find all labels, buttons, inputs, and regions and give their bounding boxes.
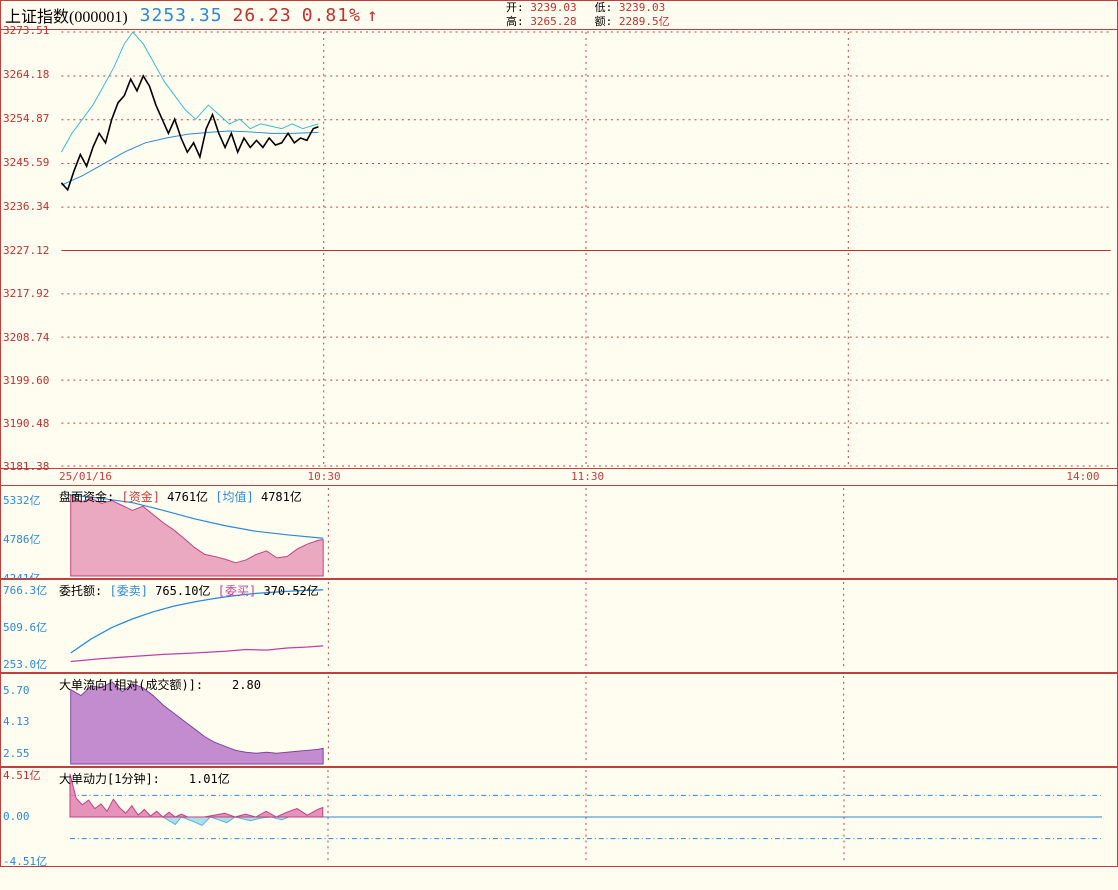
y-tick-label: 3217.92 xyxy=(3,287,49,300)
order-panel[interactable]: 委托额: [委卖] 765.10亿 [委买] 370.52亿 766.3亿 509… xyxy=(0,579,1118,673)
y-tick-label: 3273.51 xyxy=(3,24,49,37)
ohlc-block: 开: 3239.03 低: 3239.03 高: 3265.28 额: 2289… xyxy=(506,1,670,29)
main-y-axis: 3273.513264.183254.873245.593236.343227.… xyxy=(3,30,57,468)
y-tick-label: -4.51亿 xyxy=(3,853,47,869)
open-label: 开: xyxy=(506,1,524,14)
open-value: 3239.03 xyxy=(530,1,576,14)
y-tick-label: 3208.74 xyxy=(3,331,49,344)
y-tick-label: 3199.60 xyxy=(3,374,49,387)
bigpower-legend-title: 大单动力[1分钟]: xyxy=(59,772,160,786)
high-value: 3265.28 xyxy=(530,15,576,28)
funds-panel[interactable]: 盘面资金: [资金] 4761亿 [均值] 4781亿 5332亿4786亿42… xyxy=(0,485,1118,579)
y-tick-label: 3254.87 xyxy=(3,112,49,125)
bigpower-legend: 大单动力[1分钟]: 1.01亿 xyxy=(59,770,230,787)
y-tick-label: 509.6亿 xyxy=(3,619,47,635)
main-price-svg xyxy=(59,32,1113,466)
y-tick-label: 766.3亿 xyxy=(3,582,47,598)
order-y-axis: 766.3亿 509.6亿 253.0亿 xyxy=(3,580,57,672)
last-price: 3253.35 xyxy=(140,5,223,26)
bigpower-legend-val: 1.01亿 xyxy=(189,772,230,786)
funds-legend-val-label: [资金] xyxy=(121,490,159,504)
y-tick-label: 253.0亿 xyxy=(3,656,47,672)
chart-header: 上证指数(000001) 3253.35 26.23 0.81% ↑ 开: 32… xyxy=(0,0,1118,29)
main-price-panel[interactable]: 3273.513264.183254.873245.593236.343227.… xyxy=(0,29,1118,469)
y-tick-label: 4.13 xyxy=(3,715,30,728)
order-sell-label: [委卖] xyxy=(109,584,147,598)
y-tick-label: 5332亿 xyxy=(3,492,41,508)
order-legend: 委托额: [委卖] 765.10亿 [委买] 370.52亿 xyxy=(59,582,319,599)
bigpower-y-axis: 4.51亿 0.00 -4.51亿 xyxy=(3,768,57,866)
stock-chart-root: 上证指数(000001) 3253.35 26.23 0.81% ↑ 开: 32… xyxy=(0,0,1118,890)
funds-y-axis: 5332亿4786亿4241亿 xyxy=(3,486,57,578)
price-change-pct: 0.81% xyxy=(302,5,361,26)
funds-legend-val: 4761亿 xyxy=(167,490,208,504)
x-tick-label: 10:30 xyxy=(308,470,341,483)
bigpower-panel[interactable]: 大单动力[1分钟]: 1.01亿 4.51亿 0.00 -4.51亿 xyxy=(0,767,1118,867)
order-buy-val: 370.52亿 xyxy=(263,584,318,598)
order-buy-label: [委买] xyxy=(218,584,256,598)
order-sell-val: 765.10亿 xyxy=(155,584,210,598)
low-value: 3239.03 xyxy=(619,1,665,14)
funds-legend-avg-label: [均值] xyxy=(215,490,253,504)
price-change: 26.23 xyxy=(233,5,292,26)
up-arrow-icon: ↑ xyxy=(367,5,378,26)
y-tick-label: 2.55 xyxy=(3,747,30,760)
x-tick-label: 25/01/16 xyxy=(59,470,112,483)
bigflow-panel[interactable]: 大单流向[相对(成交额)]: 2.80 5.70 4.13 2.55 xyxy=(0,673,1118,767)
funds-legend-title: 盘面资金: xyxy=(59,490,114,504)
y-tick-label: 3227.12 xyxy=(3,244,49,257)
y-tick-label: 3245.59 xyxy=(3,156,49,169)
y-tick-label: 3190.48 xyxy=(3,417,49,430)
bigflow-y-axis: 5.70 4.13 2.55 xyxy=(3,674,57,766)
order-legend-title: 委托额: xyxy=(59,584,102,598)
funds-legend: 盘面资金: [资金] 4761亿 [均值] 4781亿 xyxy=(59,488,302,505)
amount-label: 额: xyxy=(595,15,613,28)
bigflow-legend: 大单流向[相对(成交额)]: 2.80 xyxy=(59,676,261,693)
x-tick-label: 14:00 xyxy=(1066,470,1099,483)
y-tick-label: 0.00 xyxy=(3,810,30,823)
bigflow-legend-val: 2.80 xyxy=(232,678,261,692)
y-tick-label: 4.51亿 xyxy=(3,767,41,783)
amount-value: 2289.5亿 xyxy=(619,15,670,28)
x-tick-label: 11:30 xyxy=(571,470,604,483)
funds-legend-avg: 4781亿 xyxy=(261,490,302,504)
time-axis: 25/01/16 10:30 11:30 14:00 xyxy=(0,469,1118,485)
y-tick-label: 3264.18 xyxy=(3,68,49,81)
y-tick-label: 4786亿 xyxy=(3,531,41,547)
bigflow-legend-title: 大单流向[相对(成交额)]: xyxy=(59,678,203,692)
y-tick-label: 5.70 xyxy=(3,684,30,697)
low-label: 低: xyxy=(595,1,613,14)
high-label: 高: xyxy=(506,15,524,28)
y-tick-label: 3236.34 xyxy=(3,200,49,213)
